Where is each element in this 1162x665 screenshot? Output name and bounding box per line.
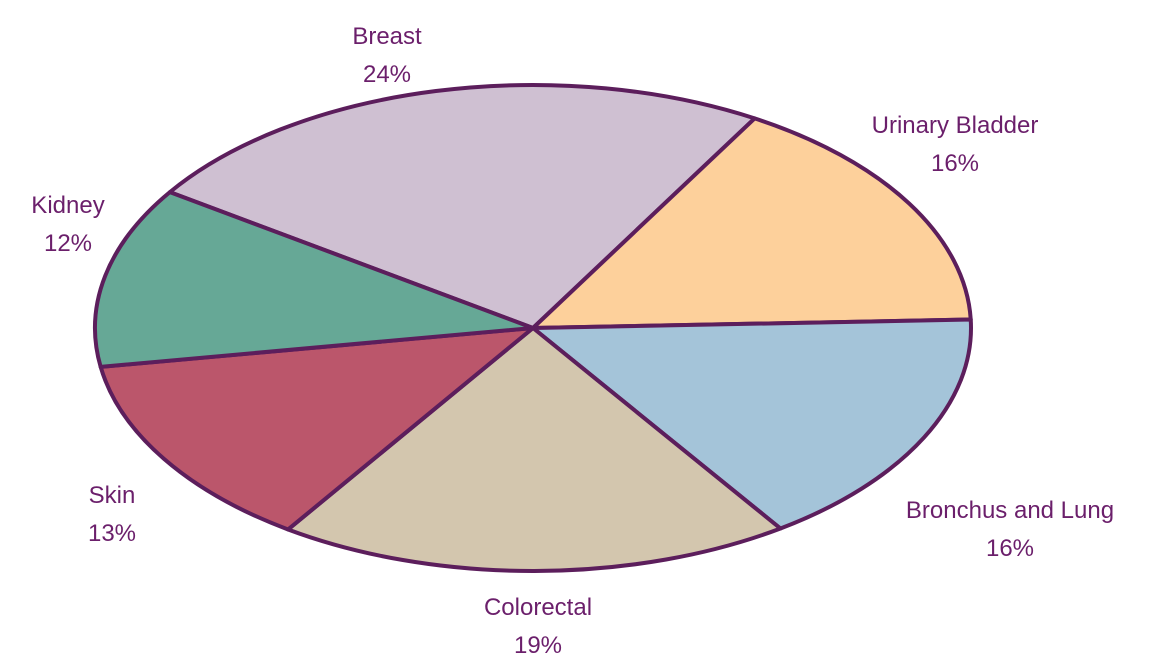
value-label: 16% bbox=[985, 535, 1035, 562]
slice-label: Bronchus and Lung 16% bbox=[906, 492, 1114, 568]
slice-label: Urinary Bladder 16% bbox=[872, 107, 1039, 183]
category-label: Breast bbox=[352, 23, 422, 50]
slice-label: Kidney 12% bbox=[31, 187, 104, 263]
value-label: 19% bbox=[513, 632, 563, 659]
pie-slice bbox=[531, 116, 973, 330]
category-label: Skin bbox=[88, 482, 136, 509]
value-label: 12% bbox=[43, 230, 93, 257]
slice-label: Breast 24% bbox=[352, 18, 421, 94]
slice-label: Skin 13% bbox=[88, 477, 136, 553]
category-label: Bronchus and Lung bbox=[905, 497, 1115, 524]
value-label: 24% bbox=[362, 61, 412, 88]
pie-slice bbox=[98, 326, 535, 532]
category-label: Urinary Bladder bbox=[871, 112, 1039, 139]
category-label: Kidney bbox=[31, 192, 105, 219]
category-label: Colorectal bbox=[483, 594, 593, 621]
value-label: 16% bbox=[930, 150, 980, 177]
pie-slice bbox=[93, 190, 535, 369]
pie-slice bbox=[286, 326, 783, 573]
slice-label: Colorectal 19% bbox=[484, 589, 592, 665]
pie-slice bbox=[167, 83, 757, 330]
value-label: 13% bbox=[87, 520, 137, 547]
pie-slice bbox=[531, 317, 973, 531]
